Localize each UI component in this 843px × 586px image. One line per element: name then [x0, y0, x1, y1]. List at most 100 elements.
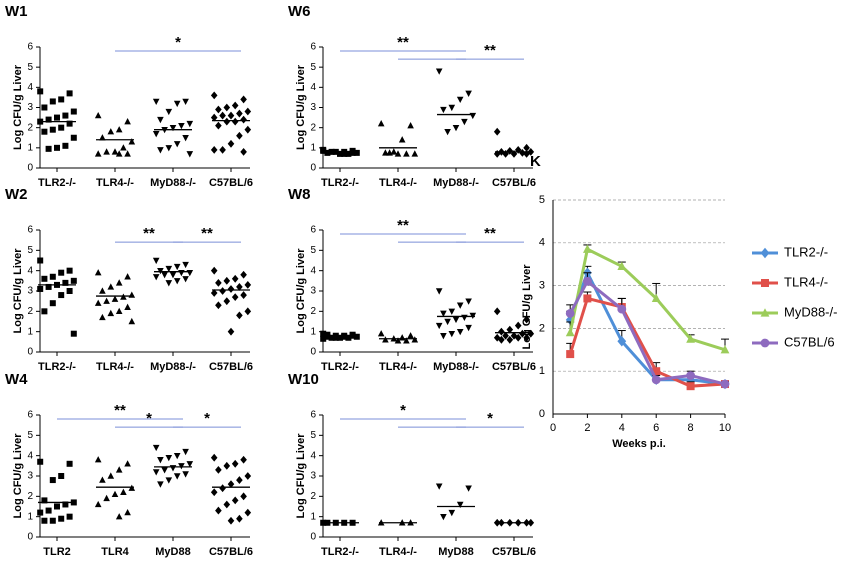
marker	[398, 136, 406, 143]
y-tick-label: 1	[27, 142, 33, 153]
marker	[527, 329, 535, 338]
marker	[652, 367, 661, 376]
marker	[152, 444, 160, 452]
marker	[244, 125, 252, 134]
marker	[236, 476, 243, 484]
marker	[523, 143, 530, 152]
x-tick-label: TLR4	[101, 546, 129, 558]
marker	[49, 300, 56, 307]
marker	[115, 126, 123, 133]
marker	[58, 515, 65, 522]
marker	[182, 98, 189, 106]
marker	[58, 124, 65, 131]
marker	[186, 461, 194, 468]
marker	[382, 149, 389, 156]
marker	[324, 331, 331, 338]
marker	[519, 329, 526, 338]
marker	[236, 311, 243, 320]
marker	[493, 307, 501, 316]
marker	[210, 289, 218, 297]
marker	[157, 457, 164, 464]
significance-label: *	[204, 410, 210, 427]
marker	[107, 472, 115, 479]
x-tick-label: TLR2	[43, 546, 71, 558]
marker	[66, 90, 73, 97]
marker	[223, 117, 231, 126]
y-tick-label: 6	[27, 225, 33, 236]
y-tick-label: 6	[27, 410, 33, 421]
marker	[493, 333, 501, 342]
x-tick-label: 10	[719, 422, 731, 434]
marker	[94, 456, 102, 463]
y-axis-label: Log CFU/g Liver	[295, 64, 307, 150]
marker	[435, 483, 443, 490]
marker	[465, 90, 472, 97]
marker	[236, 283, 243, 291]
marker	[465, 298, 472, 305]
marker	[66, 288, 73, 294]
marker	[345, 334, 352, 341]
marker	[231, 274, 239, 283]
series-line	[568, 296, 726, 388]
marker	[227, 480, 235, 489]
marker	[49, 517, 56, 524]
marker	[215, 301, 222, 310]
marker	[182, 471, 189, 478]
significance-label: **	[484, 225, 496, 242]
marker	[219, 111, 226, 120]
y-tick-label: 5	[310, 430, 316, 441]
significance-label: **	[397, 34, 409, 51]
marker	[66, 120, 73, 127]
marker	[41, 308, 48, 315]
marker	[210, 453, 218, 462]
y-tick-label: 3	[27, 286, 33, 297]
x-tick-label: MyD88	[155, 546, 190, 558]
marker	[514, 321, 522, 330]
marker	[686, 334, 695, 343]
x-tick-label: C57BL/6	[492, 546, 536, 558]
panel-title: W4	[5, 371, 28, 388]
y-tick-label: 1	[310, 142, 316, 153]
marker	[49, 126, 56, 133]
marker	[58, 96, 65, 103]
marker	[66, 513, 73, 520]
y-tick-label: 1	[27, 326, 33, 337]
marker	[523, 315, 530, 324]
significance-label: **	[484, 42, 496, 59]
y-tick-label: 2	[27, 306, 33, 317]
marker	[761, 279, 769, 287]
marker	[124, 509, 131, 516]
significance-label: **	[114, 402, 126, 419]
marker	[152, 469, 160, 476]
marker	[103, 148, 110, 155]
x-tick-label: 2	[584, 422, 590, 434]
y-tick-label: 2	[310, 306, 316, 317]
marker	[223, 461, 231, 470]
marker	[41, 517, 48, 524]
marker	[152, 257, 160, 265]
y-tick-label: 2	[27, 122, 33, 133]
marker	[440, 310, 447, 317]
x-tick-label: 8	[688, 422, 694, 434]
y-tick-label: 3	[310, 102, 316, 113]
marker	[448, 104, 456, 112]
marker	[583, 294, 592, 303]
marker	[210, 488, 218, 497]
marker	[37, 509, 44, 516]
marker	[219, 484, 226, 493]
marker	[760, 247, 770, 259]
marker	[128, 138, 136, 145]
marker	[103, 494, 110, 502]
marker	[461, 314, 468, 322]
marker	[124, 303, 131, 310]
series-line	[568, 247, 726, 352]
marker	[506, 146, 514, 155]
marker	[244, 508, 252, 517]
y-tick-label: 0	[310, 532, 316, 543]
marker	[236, 109, 243, 118]
x-tick-label: TLR2-/-	[321, 546, 359, 558]
y-tick-label: 1	[310, 326, 316, 337]
marker	[99, 134, 106, 141]
marker	[152, 131, 160, 138]
marker	[186, 151, 194, 158]
